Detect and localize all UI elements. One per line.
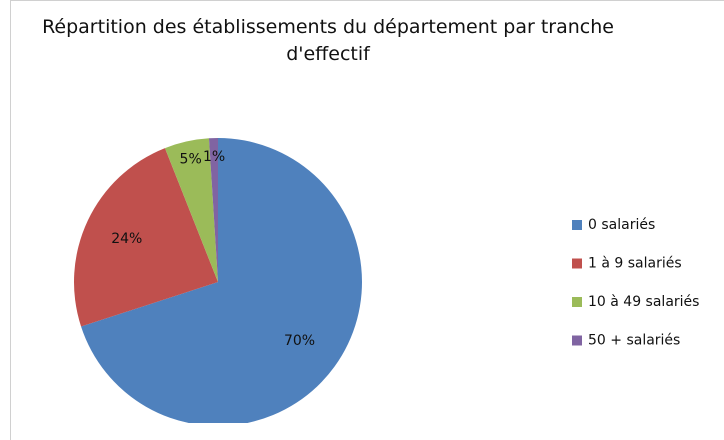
page: Répartition des établissements du départ…: [10, 0, 724, 440]
data-label: 1%: [203, 149, 225, 165]
chart-title: Répartition des établissements du départ…: [42, 16, 614, 65]
data-label: 24%: [111, 231, 142, 247]
data-label: 70%: [284, 333, 315, 349]
legend-label: 50 + salariés: [588, 333, 680, 349]
legend-label: 0 salariés: [588, 217, 655, 233]
legend-swatch: [572, 220, 582, 230]
pie-slice: [164, 138, 218, 282]
pie-slice: [81, 138, 362, 423]
data-label: 5%: [180, 152, 202, 168]
chart-frame: [10, 0, 724, 440]
pie-slice: [208, 138, 218, 282]
legend-label: 1 à 9 salariés: [588, 256, 682, 272]
legend-swatch: [572, 297, 582, 307]
chart: 70% 0 salariés 24% 1 à 9 salariés 5% 10 à 49 …: [73, 138, 699, 423]
legend-swatch: [572, 335, 582, 346]
legend-label: 10 à 49 salariés: [588, 294, 699, 310]
pie-slice: [73, 148, 218, 327]
legend-swatch: [572, 258, 582, 269]
